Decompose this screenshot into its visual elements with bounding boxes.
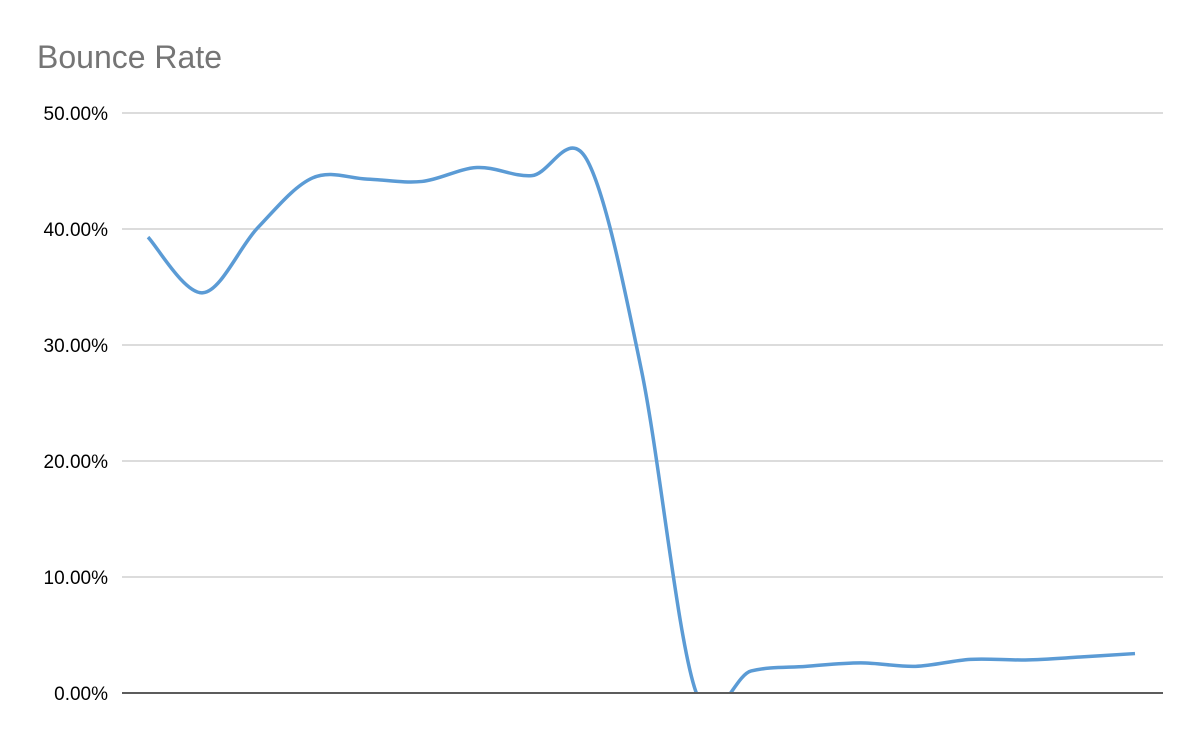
- y-tick-label: 20.00%: [44, 452, 109, 473]
- y-tick-label: 10.00%: [44, 568, 109, 589]
- y-tick-label: 40.00%: [44, 220, 109, 241]
- y-tick-label: 30.00%: [44, 336, 109, 357]
- chart-title: Bounce Rate: [37, 39, 222, 75]
- series-line: [146, 146, 1136, 692]
- y-tick-label: 50.00%: [44, 104, 109, 125]
- y-tick-label: 0.00%: [54, 684, 108, 705]
